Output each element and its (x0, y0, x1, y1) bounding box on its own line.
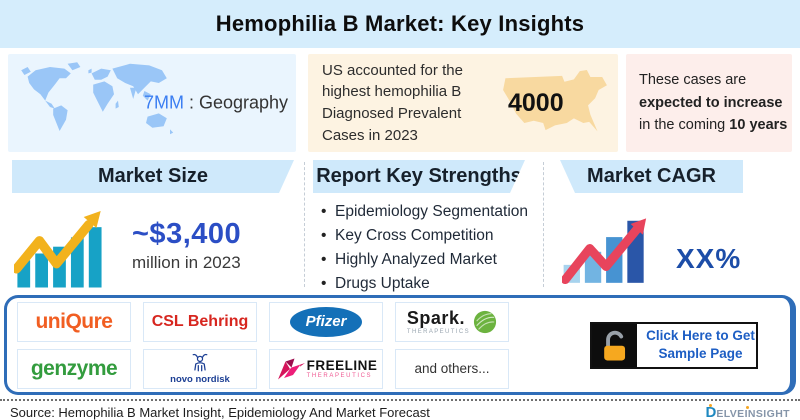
market-cagr-section: Market CAGR XX% (544, 158, 798, 291)
logo-card-freeline: FREELINE THERAPEUTICS (269, 348, 383, 389)
strength-item: Key Cross Competition (319, 227, 543, 245)
novo-nordisk-bull-icon (192, 353, 208, 371)
geography-panel: 7MM : Geography (8, 54, 296, 152)
us-cases-value: 4000 (508, 89, 564, 117)
sample-button-label: Click Here to Get Sample Page (637, 324, 756, 367)
market-size-value: ~$3,400 (132, 217, 242, 250)
market-size-title: Market Size (97, 165, 209, 187)
market-cagr-header: Market CAGR (560, 160, 743, 193)
lock-icon (603, 330, 625, 361)
vertical-divider (543, 162, 544, 287)
novo-nordisk-logo-text: novo nordisk (170, 373, 230, 385)
us-cases-text: US accounted for the highest hemophilia … (322, 61, 463, 144)
logo-card-genzyme: genzyme (17, 348, 131, 389)
market-size-caption: million in 2023 (132, 252, 241, 272)
geography-value: 7MM (143, 92, 184, 113)
market-cagr-title: Market CAGR (587, 165, 716, 187)
uniqure-logo: uniQure (35, 309, 113, 333)
company-logo-grid: uniQure CSL Behring Pfizer Spark. THERAP… (17, 301, 509, 389)
novo-nordisk-logo: novo nordisk (170, 353, 230, 385)
growth-bar-chart-icon (14, 211, 102, 288)
pfizer-logo: Pfizer (290, 306, 362, 337)
top-panels-row: 7MM : Geography US accounted for the hig… (0, 54, 800, 152)
page-title: Hemophilia B Market: Key Insights (215, 11, 585, 36)
vertical-divider (304, 162, 305, 287)
freeline-logo-subtext: THERAPEUTICS (306, 373, 373, 379)
source-text: Source: Hemophilia B Market Insight, Epi… (10, 405, 430, 420)
market-size-content: ~$3,400 million in 2023 (14, 201, 304, 289)
title-bar: Hemophilia B Market: Key Insights (0, 0, 800, 48)
spark-leaf-icon (473, 310, 497, 333)
middle-sections-row: Market Size ~$3,400 million in (0, 158, 800, 293)
market-size-text: ~$3,400 million in 2023 (132, 218, 241, 273)
forecast-line3: in the coming (639, 117, 730, 134)
csl-behring-logo: CSL Behring (151, 312, 249, 330)
us-map-icon (503, 69, 607, 132)
spark-logo-subtext: THERAPEUTICS (406, 329, 471, 335)
market-cagr-value: XX% (676, 243, 742, 274)
pfizer-logo-text: Pfizer (305, 313, 347, 330)
forecast-panel: These cases are expected to increase in … (626, 54, 792, 152)
strength-item: Highly Analyzed Market (319, 251, 543, 269)
market-cagr-content: XX% (562, 199, 798, 285)
freeline-bird-icon (277, 358, 305, 379)
report-strengths-list: Epidemiology Segmentation Key Cross Comp… (319, 203, 543, 293)
freeline-logo: FREELINE THERAPEUTICS (275, 356, 378, 382)
delveinsight-logo: D ELVEINSIGHT (706, 404, 791, 420)
report-strengths-header: Report Key Strengths (313, 160, 525, 193)
logo-card-spark: Spark. THERAPEUTICS (395, 301, 509, 342)
logo-card-novo-nordisk: novo nordisk (143, 348, 257, 389)
spark-logo-text: Spark. (406, 308, 465, 328)
lock-icon-box (592, 323, 637, 367)
sample-page-button[interactable]: Click Here to Get Sample Page (590, 321, 758, 369)
world-map-icon (21, 62, 174, 135)
strength-item: Drugs Uptake (319, 275, 543, 293)
strength-item: Epidemiology Segmentation (319, 203, 543, 221)
sample-button-line1: Click Here to Get (646, 328, 755, 344)
logo-card-uniqure: uniQure (17, 301, 131, 342)
logo-card-csl-behring: CSL Behring (143, 301, 257, 342)
companies-container: uniQure CSL Behring Pfizer Spark. THERAP… (4, 295, 796, 395)
logo-card-others: and others... (395, 348, 509, 389)
others-label: and others... (414, 361, 490, 376)
footer: Source: Hemophilia B Market Insight, Epi… (0, 399, 800, 420)
logo-card-pfizer: Pfizer (269, 301, 383, 342)
genzyme-logo: genzyme (30, 356, 118, 380)
market-size-header: Market Size (12, 160, 294, 193)
delveinsight-logo-d: D (705, 404, 717, 420)
market-size-section: Market Size ~$3,400 million in (0, 158, 304, 291)
sample-button-line2: Sample Page (658, 346, 743, 361)
geography-label: 7MM : Geography (144, 93, 288, 114)
report-strengths-section: Report Key Strengths Epidemiology Segmen… (305, 158, 543, 293)
cagr-bar-chart-icon (562, 218, 647, 285)
forecast-text: These cases are expected to increase in … (639, 69, 787, 136)
delveinsight-logo-text: ELVEINSIGHT (716, 408, 790, 420)
us-cases-panel: US accounted for the highest hemophilia … (308, 54, 618, 152)
freeline-logo-text: FREELINE (306, 358, 378, 373)
forecast-line1: These cases are (639, 72, 747, 89)
spark-logo: Spark. THERAPEUTICS (407, 308, 497, 335)
forecast-line3-bold: 10 years (729, 117, 788, 134)
us-map-wrap: 4000 (496, 61, 614, 145)
geography-text: : Geography (183, 92, 288, 113)
report-strengths-title: Report Key Strengths (316, 165, 522, 187)
forecast-line2: expected to increase (639, 94, 783, 111)
